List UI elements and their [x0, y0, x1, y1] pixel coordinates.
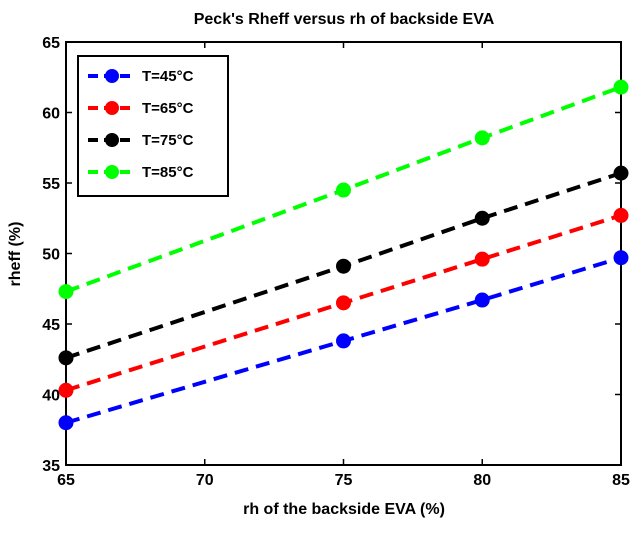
data-point: [474, 210, 490, 226]
data-point: [336, 182, 351, 198]
data-point: [474, 251, 490, 267]
legend-swatch-marker: [105, 133, 119, 147]
data-point: [474, 130, 490, 146]
y-tick-label: 65: [42, 35, 60, 52]
series-lines: [58, 79, 629, 431]
legend: T=45°C T=65°C T=75°C T=85°C: [77, 55, 229, 197]
y-tick-label: 50: [42, 247, 60, 264]
series-4: [58, 79, 629, 300]
legend-entry: T=75°C: [88, 132, 194, 149]
y-tick-label: 35: [42, 458, 60, 475]
legend-entry: T=65°C: [88, 100, 194, 117]
y-tick-label: 60: [42, 106, 60, 123]
legend-label: T=75°C: [142, 132, 194, 149]
axis-ticks: 65 70 75 80 85 35 40 45 50 55 60 65: [42, 35, 630, 489]
data-point: [58, 350, 74, 366]
y-tick-label: 40: [42, 388, 60, 405]
data-point: [613, 165, 629, 181]
series-line: [65, 85, 622, 294]
legend-swatch-marker: [105, 69, 119, 83]
x-axis-label: rh of the backside EVA (%): [243, 501, 445, 518]
legend-swatch-marker: [105, 165, 119, 179]
series-1: [58, 250, 629, 431]
data-point: [58, 382, 74, 398]
x-tick-label: 70: [196, 472, 214, 489]
data-point: [613, 207, 629, 223]
data-point: [613, 79, 629, 95]
legend-entry: T=85°C: [88, 164, 194, 181]
legend-box: [77, 55, 229, 197]
legend-label: T=85°C: [142, 164, 194, 181]
x-tick-label: 85: [612, 472, 630, 489]
data-point: [613, 250, 629, 266]
y-tick-label: 55: [42, 176, 60, 193]
series-line: [65, 255, 622, 425]
x-tick-label: 80: [473, 472, 491, 489]
legend-label: T=65°C: [142, 100, 194, 117]
data-point: [58, 415, 74, 431]
y-tick-label: 45: [42, 317, 60, 334]
series-3: [58, 165, 629, 366]
legend-label: T=45°C: [142, 68, 194, 85]
data-point: [58, 284, 74, 300]
legend-swatch-marker: [105, 101, 119, 115]
data-point: [336, 333, 351, 349]
data-point: [474, 292, 490, 308]
x-tick-label: 65: [57, 472, 75, 489]
chart-title: Peck's Rheff versus rh of backside EVA: [194, 11, 495, 28]
data-point: [336, 258, 351, 274]
x-tick-label: 75: [335, 472, 353, 489]
y-axis-label: rheff (%): [7, 222, 24, 287]
series-2: [58, 207, 629, 398]
series-line: [65, 213, 622, 393]
series-line: [65, 171, 622, 360]
data-point: [336, 295, 351, 311]
legend-entry: T=45°C: [88, 68, 194, 85]
